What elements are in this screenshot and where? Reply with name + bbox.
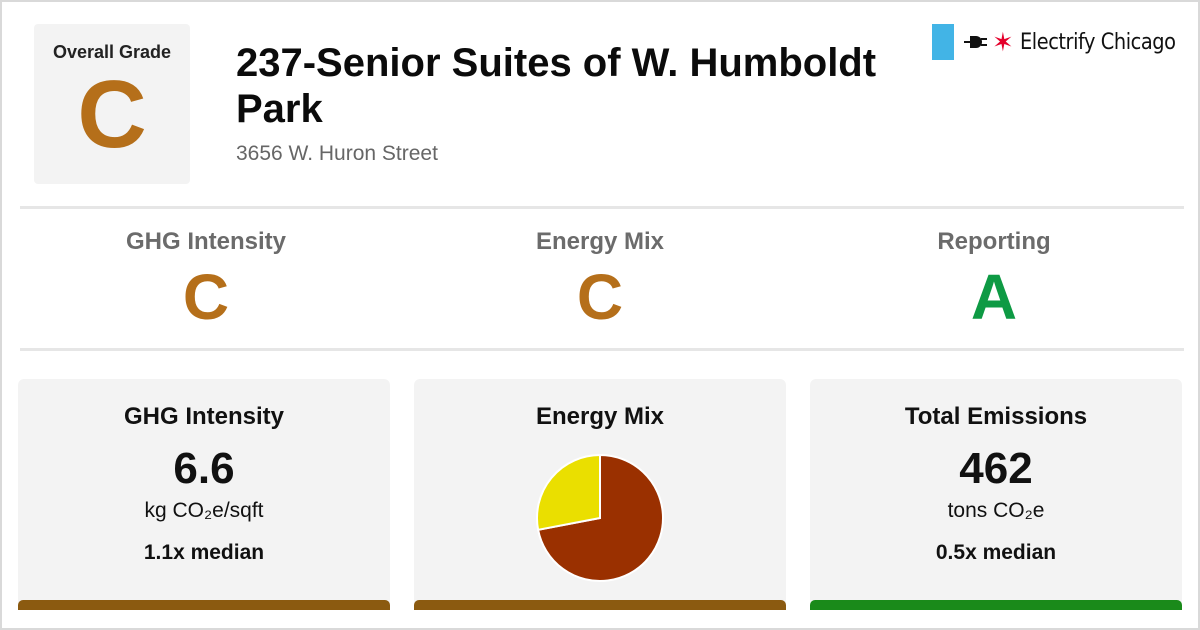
panel-title: Energy Mix [535,403,665,430]
flag-icon [932,24,954,60]
grade-label: Energy Mix [535,228,665,255]
total-emissions-panel: Total Emissions 462 tons CO₂e 0.5x media… [810,379,1182,610]
star-icon: ✶ [992,27,1014,57]
electrify-chicago-logo[interactable]: ✶ Electrify Chicago [932,24,1197,60]
energy-mix-panel: Energy Mix [414,379,786,610]
building-address: 3656 W. Huron Street [236,142,438,165]
grade-color-bar [414,600,786,610]
total-emissions-unit: tons CO₂e [947,499,1045,522]
divider-top [20,206,1184,209]
grade-label: GHG Intensity [125,228,287,255]
grade-ghg-intensity: GHG Intensity C [16,228,396,332]
ghg-intensity-unit: kg CO₂e/sqft [144,499,264,522]
overall-grade-label: Overall Grade [52,42,172,62]
grade-energy-mix: Energy Mix C [410,228,790,332]
ghg-intensity-panel: GHG Intensity 6.6 kg CO₂e/sqft 1.1x medi… [18,379,390,610]
ghg-intensity-median: 1.1x median [143,541,265,564]
energy-mix-pie-chart [536,453,664,582]
plug-icon [964,36,987,48]
grade-label: Reporting [937,228,1051,255]
overall-grade-value: C [77,61,147,168]
divider-middle [20,348,1184,351]
grade-reporting: Reporting A [804,228,1184,332]
grade-value: C [576,261,624,333]
ghg-intensity-value: 6.6 [173,444,235,493]
logo-text: Electrify Chicago [1019,29,1176,55]
panel-title: GHG Intensity [123,403,285,430]
total-emissions-value: 462 [959,444,1033,493]
grade-color-bar [18,600,390,610]
overall-grade-box: Overall Grade C [34,24,190,184]
grade-color-bar [810,600,1182,610]
grade-value: A [970,261,1018,333]
grade-value: C [182,261,230,333]
pie-slice-secondary [536,453,601,531]
building-title: 237-Senior Suites of W. Humboldt Park [236,41,877,131]
total-emissions-median: 0.5x median [935,541,1057,564]
panel-title: Total Emissions [904,403,1088,430]
